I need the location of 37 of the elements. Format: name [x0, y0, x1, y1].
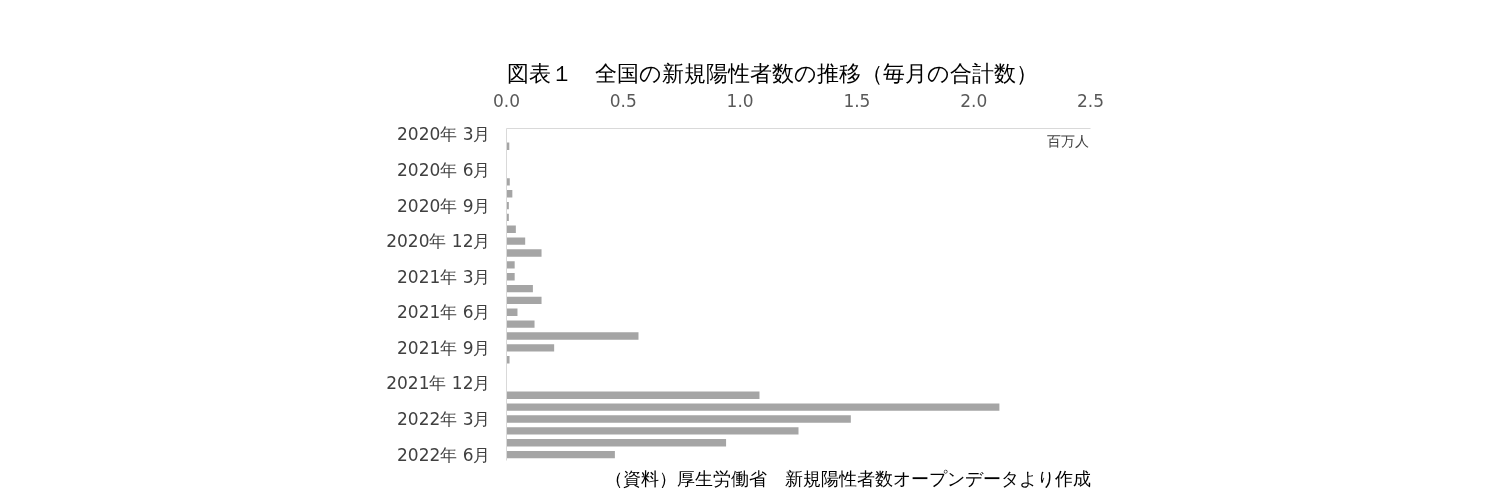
x-tick-label: 1.5: [843, 90, 871, 111]
bar: [506, 344, 555, 352]
bar: [506, 261, 515, 269]
bar: [506, 249, 542, 257]
y-tick-label: 2020年 6月: [397, 160, 491, 180]
bar: [506, 178, 510, 186]
bar: [506, 320, 535, 328]
x-axis-title: 百万人: [1046, 132, 1089, 149]
bar: [506, 403, 1000, 411]
bar: [506, 332, 639, 340]
x-tick-label: 2.0: [960, 90, 988, 111]
x-tick-label: 2.5: [1076, 90, 1105, 111]
y-tick-label: 2021年 9月: [397, 337, 491, 358]
bar: [506, 225, 516, 233]
y-tick-label: 2020年 3月: [397, 124, 491, 145]
y-tick-label: 2021年 3月: [397, 266, 491, 287]
y-tick-label: 2021年 12月: [386, 373, 491, 394]
bar: [506, 439, 727, 447]
y-tick-label: 2021年 6月: [397, 302, 491, 323]
bar: [506, 296, 542, 305]
bar: [506, 391, 760, 399]
bar: [506, 273, 515, 281]
y-tick-label: 2022年 3月: [397, 409, 491, 429]
bar: [506, 450, 615, 459]
x-tick-label: 0.0: [492, 90, 521, 111]
chart-title: 図表１ 全国の新規陽性者数の推移（毎月の合計数）: [506, 60, 1038, 86]
bar: [506, 284, 533, 293]
bar: [506, 356, 510, 364]
y-tick-label: 2020年 12月: [386, 231, 491, 252]
y-tick-label: 2020年 9月: [397, 195, 491, 216]
text: （資料）厚生労働省 新規陽性者数オープンデータより作成: [604, 467, 1091, 489]
bar: [506, 415, 851, 423]
x-tick-label: 0.5: [609, 90, 637, 111]
x-tick-label: 1.0: [726, 90, 754, 111]
bar: [506, 237, 526, 245]
bar: [506, 427, 799, 435]
y-tick-label: 2022年 6月: [397, 444, 491, 465]
